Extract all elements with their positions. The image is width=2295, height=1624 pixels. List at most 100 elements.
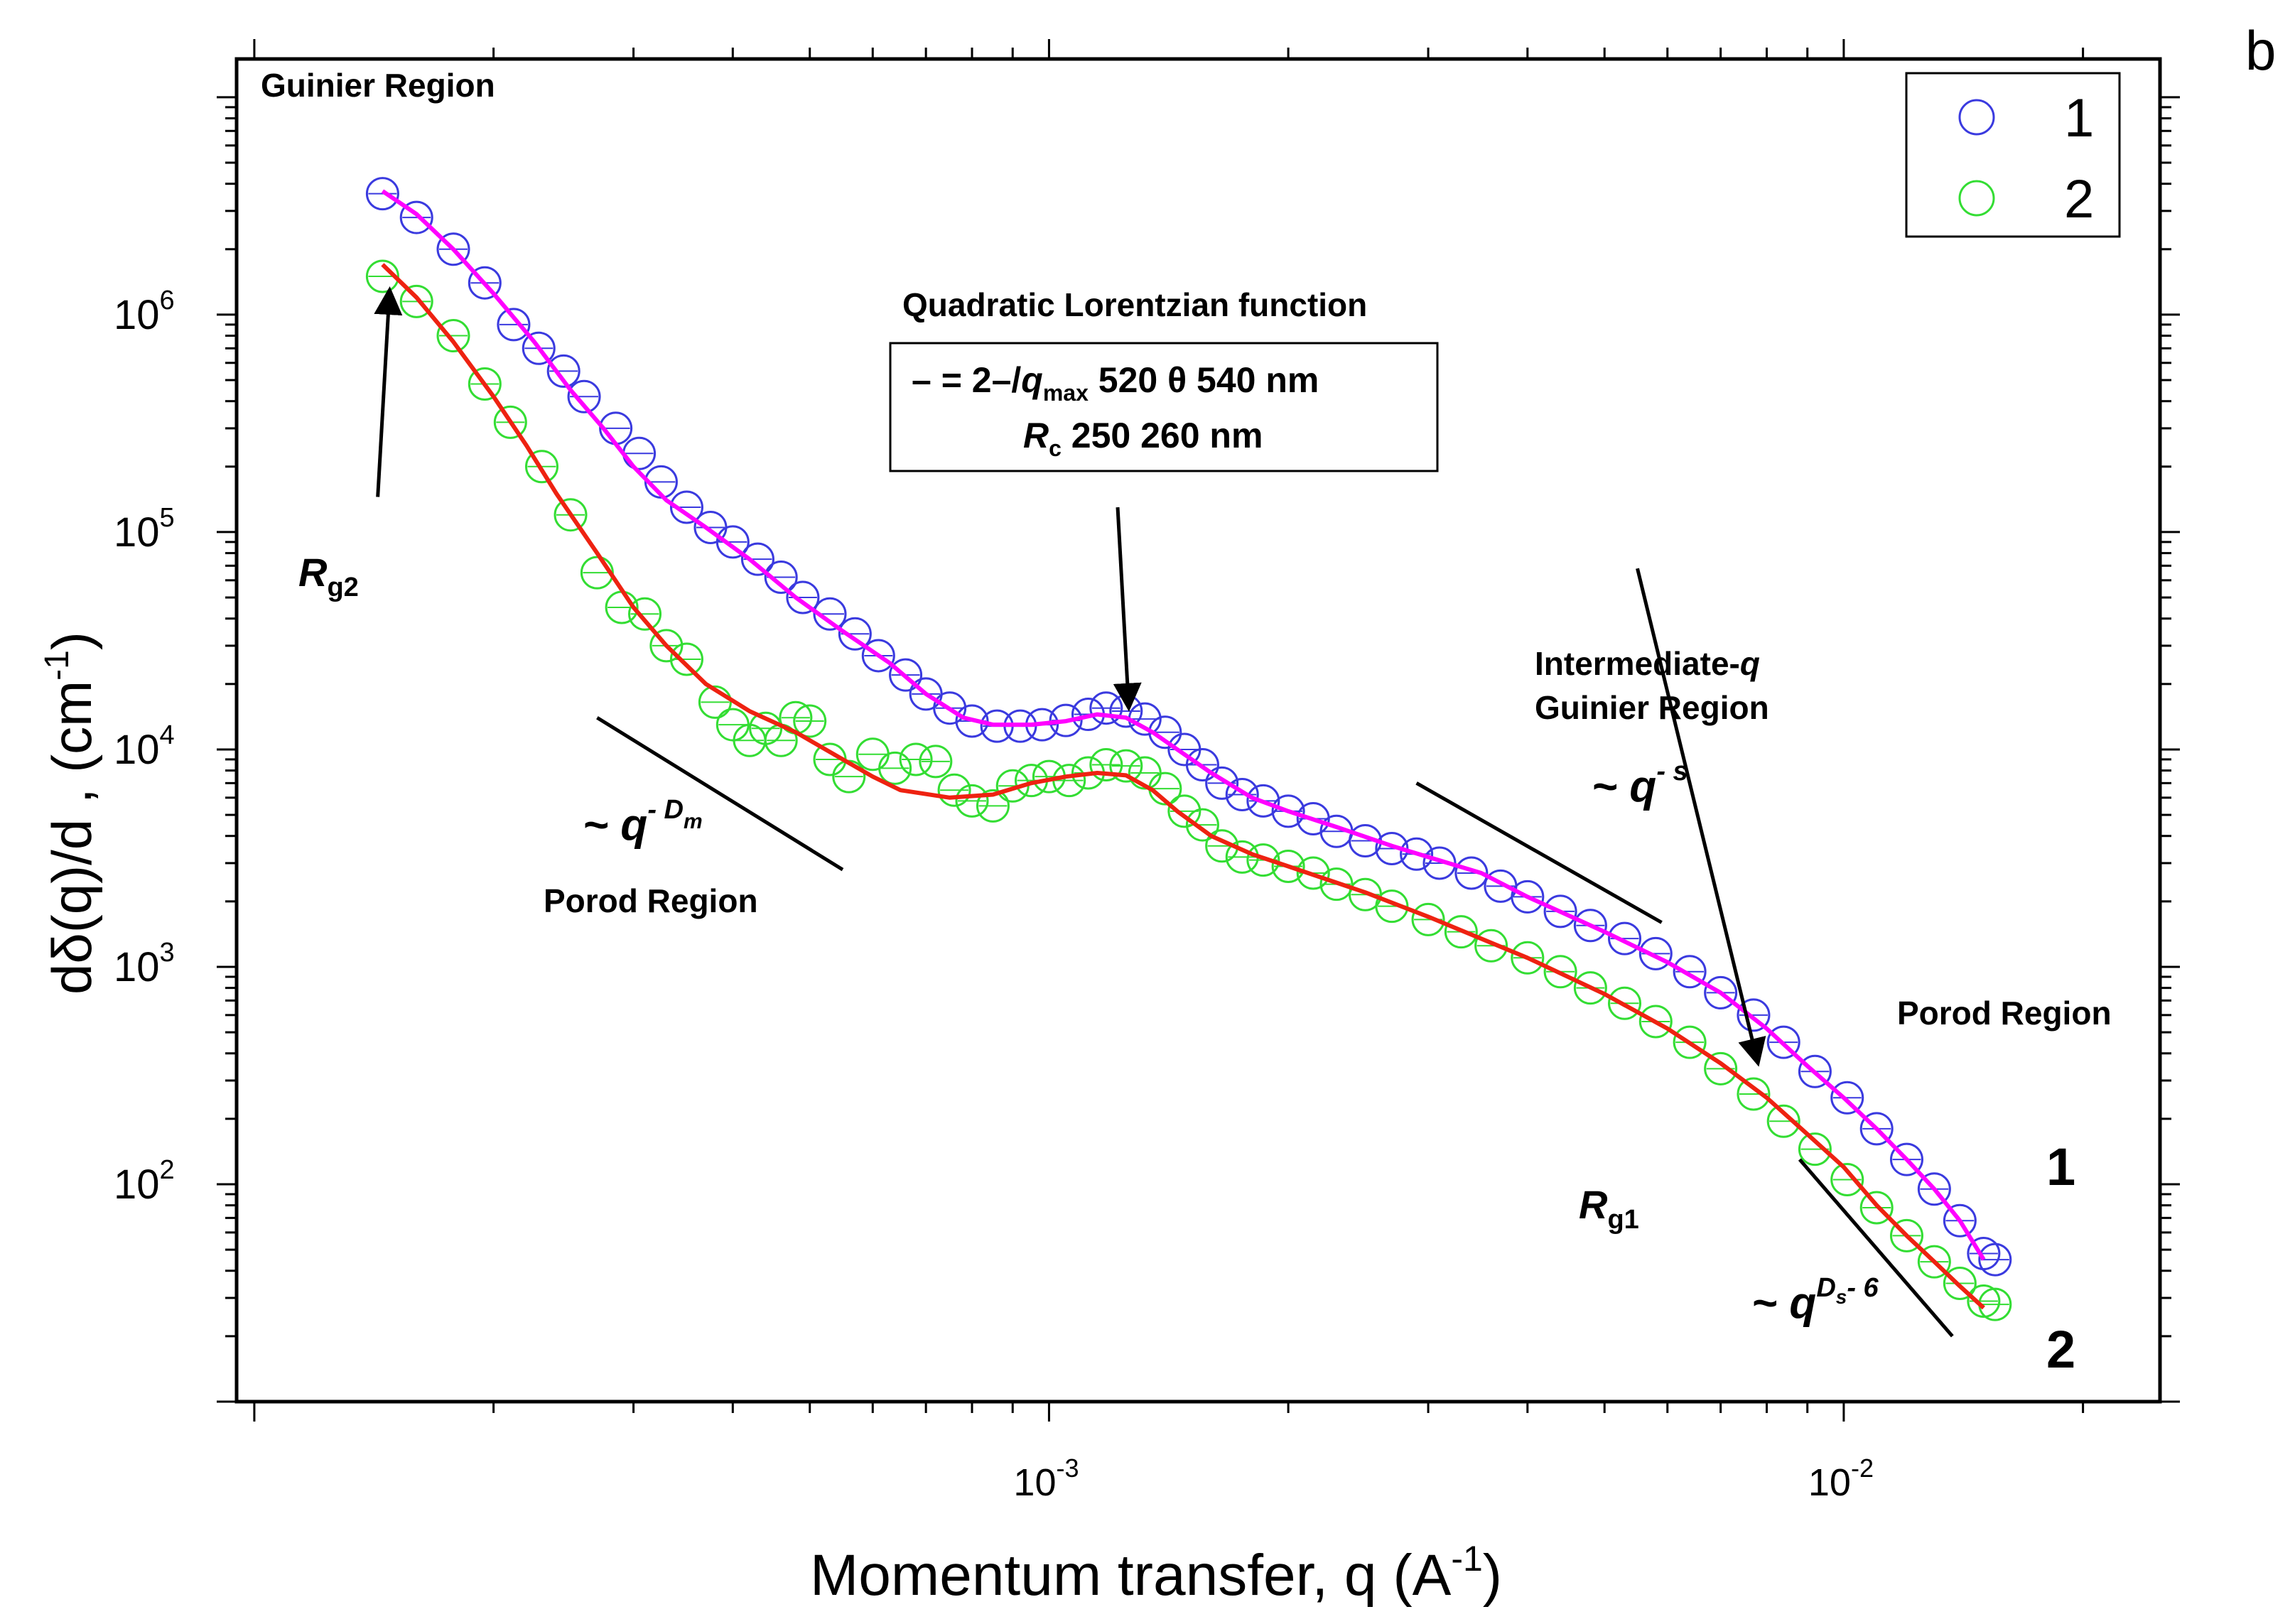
axis-ticks: 10-3 10-2 102 103 104 105 106 — [114, 39, 2180, 1504]
data-point-series-1 — [889, 658, 923, 692]
y-tick-label: 106 — [114, 286, 175, 338]
fit-curve-series-1 — [381, 189, 1986, 1261]
y-axis-label: dδ(q)/d , (cm-1) — [38, 632, 103, 995]
data-point-series-1 — [1673, 955, 1707, 989]
series-end-label-1: 1 — [2046, 1137, 2075, 1196]
data-point-series-1 — [1246, 784, 1280, 818]
data-point-series-2 — [1474, 929, 1508, 963]
data-point-series-1 — [468, 266, 502, 300]
data-point-series-1 — [1889, 1142, 1923, 1176]
y-tick-label: 104 — [114, 720, 175, 773]
data-point-series-2 — [1798, 1132, 1832, 1166]
data-point-series-2 — [525, 450, 559, 484]
data-point-series-1 — [1400, 837, 1434, 871]
data-point-series-1 — [955, 704, 989, 738]
data-point-series-2 — [1830, 1162, 1864, 1196]
data-point-series-1 — [365, 177, 399, 211]
data-point-series-1 — [1917, 1172, 1951, 1206]
x-axis-label: Momentum transfer, q (A-1) — [810, 1539, 1502, 1608]
legend-box — [1905, 72, 2121, 238]
y-tick-label: 102 — [114, 1155, 175, 1208]
rg1-label: Rg1 — [1579, 1182, 1639, 1235]
data-point-series-2 — [955, 784, 989, 818]
data-point-series-1 — [522, 331, 556, 365]
data-point-series-2 — [628, 597, 662, 631]
porod-high-slope-label: ~ qDs- 6 — [1751, 1273, 1879, 1328]
legend-label-2: 2 — [2064, 169, 2094, 229]
data-point-series-2 — [1673, 1025, 1707, 1059]
quadratic-lorentzian-title: Quadratic Lorentzian function — [902, 286, 1367, 323]
legend-label-1: 1 — [2064, 88, 2094, 148]
data-point-series-2 — [1411, 902, 1445, 936]
data-point-series-1 — [669, 490, 703, 524]
data-point-series-1 — [1511, 879, 1545, 914]
data-point-series-1 — [1798, 1054, 1832, 1088]
plot-frame — [234, 57, 2162, 1404]
legend-marker-2 — [1958, 180, 1995, 217]
arrow-rg2 — [374, 286, 403, 497]
legend-marker-1 — [1958, 99, 1995, 136]
data-point-series-1 — [1638, 936, 1673, 970]
data-point-series-2 — [1185, 808, 1219, 842]
data-point-series-2 — [1271, 849, 1305, 883]
data-point-series-2 — [698, 685, 732, 719]
data-point-series-2 — [669, 642, 703, 676]
data-point-series-1 — [764, 560, 798, 594]
data-point-series-1 — [497, 308, 531, 342]
data-point-series-2 — [1375, 889, 1409, 924]
data-point-series-1 — [861, 639, 895, 673]
data-point-series-1 — [740, 542, 774, 576]
porod-region-low-label: Porod Region — [544, 882, 758, 919]
data-point-series-1 — [1859, 1112, 1894, 1146]
data-point-series-2 — [1967, 1284, 2001, 1318]
data-point-series-2 — [1511, 941, 1545, 975]
data-point-series-2 — [1943, 1267, 1977, 1301]
intermediate-q-label-line2: Guinier Region — [1535, 689, 1769, 726]
data-point-series-1 — [436, 232, 470, 266]
data-point-series-2 — [554, 498, 588, 532]
data-point-series-2 — [1766, 1104, 1800, 1138]
data-point-series-1 — [1978, 1243, 2012, 1277]
data-point-series-1 — [1573, 909, 1607, 943]
data-point-series-1 — [1271, 794, 1305, 828]
data-point-series-2 — [1296, 856, 1330, 890]
data-point-series-2 — [1444, 915, 1478, 949]
guide-lines — [374, 286, 1954, 1338]
quadratic-lorentzian-line2: Rc 250 260 nm — [1023, 416, 1263, 461]
data-point-series-2 — [1608, 986, 1642, 1020]
data-point-series-1 — [1543, 894, 1577, 929]
data-point-series-2 — [468, 367, 502, 401]
data-point-series-2 — [919, 745, 953, 779]
data-point-series-1 — [838, 617, 872, 651]
data-point-series-2 — [793, 704, 827, 738]
data-point-series-2 — [1246, 843, 1280, 877]
fit-curve-series-2 — [381, 263, 1985, 1310]
arrow-rg1 — [1636, 568, 1766, 1067]
intermediate-slope-label: ~ q- s — [1592, 757, 1688, 811]
data-point-series-1 — [1737, 998, 1771, 1032]
x-tick-label: 10-3 — [1013, 1454, 1079, 1504]
quadratic-lorentzian-box — [889, 342, 1439, 472]
data-point-series-1 — [1454, 856, 1489, 890]
guinier-region-label: Guinier Region — [261, 67, 495, 104]
data-point-series-1 — [567, 379, 601, 413]
data-point-series-2 — [937, 773, 971, 807]
quadratic-lorentzian-line1: – = 2–/qmax 520 θ 540 nm — [912, 360, 1319, 406]
y-tick-label: 105 — [114, 503, 175, 556]
guide-porod-high — [1798, 1158, 1954, 1338]
data-point-series-2 — [1737, 1077, 1771, 1111]
y-tick-label: 103 — [114, 938, 175, 990]
data-point-series-1 — [786, 580, 820, 615]
data-point-series-1 — [1049, 703, 1083, 737]
data-point-series-1 — [1830, 1081, 1864, 1115]
legend: 1 2 — [1905, 72, 2121, 238]
x-tick-label: 10-2 — [1808, 1454, 1874, 1504]
data-point-series-2 — [899, 742, 933, 776]
rg2-label: Rg2 — [298, 550, 359, 602]
data-point-series-2 — [1638, 1005, 1673, 1039]
data-point-series-2 — [493, 405, 527, 439]
data-point-series-1 — [546, 354, 580, 388]
intermediate-q-label-line1: Intermediate-q — [1535, 645, 1760, 682]
porod-low-slope-label: ~ q- Dm — [583, 795, 703, 850]
